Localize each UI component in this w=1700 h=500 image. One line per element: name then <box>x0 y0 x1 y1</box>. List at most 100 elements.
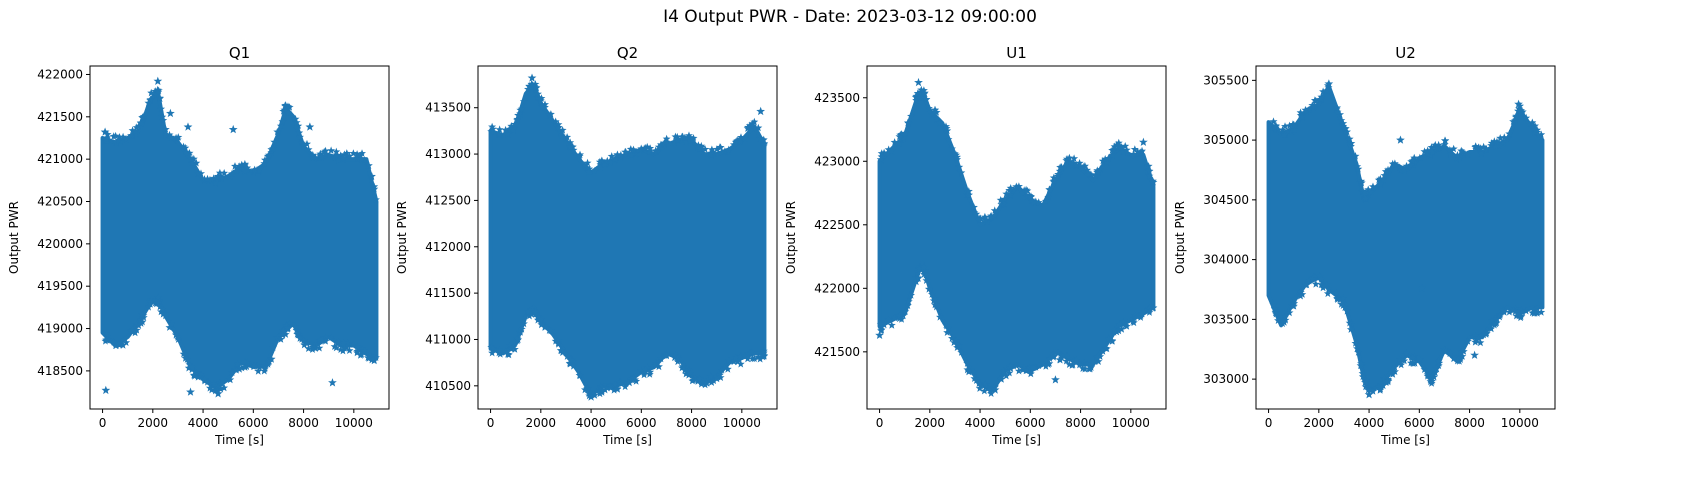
data-point <box>1441 136 1450 145</box>
data-point <box>1400 356 1409 365</box>
data-point <box>250 165 259 174</box>
data-point <box>360 156 369 164</box>
axes-frame <box>866 65 1167 410</box>
data-point <box>527 80 536 88</box>
data-point <box>137 319 145 327</box>
data-point <box>1491 142 1500 151</box>
data-point <box>1068 361 1076 369</box>
data-point <box>116 137 125 145</box>
subplot-title: Q2 <box>617 44 638 62</box>
data-point <box>986 386 995 394</box>
data-point <box>1358 372 1367 381</box>
data-point <box>156 94 164 102</box>
data-point <box>957 348 966 356</box>
data-point <box>1311 97 1320 105</box>
data-point <box>1009 186 1018 194</box>
data-point <box>631 149 640 158</box>
x-tick-label: 0 <box>1265 416 1273 430</box>
data-point <box>558 126 567 134</box>
data-point <box>509 343 518 351</box>
data-point <box>1490 315 1499 323</box>
data-point <box>1477 149 1486 157</box>
data-point <box>686 369 695 377</box>
data-point <box>267 355 276 363</box>
data-point <box>536 315 545 324</box>
data-point <box>240 363 249 371</box>
data-point <box>904 297 913 306</box>
data-point <box>953 343 962 351</box>
data-point <box>1449 354 1458 363</box>
data-point <box>345 346 354 354</box>
x-tick-label: 2000 <box>526 416 557 430</box>
data-point <box>953 340 961 348</box>
data-point <box>304 145 313 154</box>
data-point <box>740 351 749 360</box>
data-point <box>330 153 339 162</box>
data-point <box>1490 140 1499 148</box>
x-tick-label: 4000 <box>188 416 219 430</box>
data-point <box>1296 291 1305 300</box>
data-point <box>507 344 516 353</box>
data-point <box>501 347 510 356</box>
data-point <box>293 330 302 338</box>
data-point <box>1019 189 1027 197</box>
data-point <box>279 107 288 115</box>
data-point <box>213 389 223 398</box>
data-point <box>1397 360 1406 369</box>
data-point <box>980 212 989 221</box>
data-point <box>606 383 615 392</box>
data-point <box>990 211 999 219</box>
data-point <box>695 375 704 383</box>
data-point <box>1353 162 1362 170</box>
data-point <box>1509 306 1518 314</box>
data-point <box>685 366 693 374</box>
data-point <box>114 136 123 144</box>
data-point <box>278 331 287 339</box>
data-point <box>1537 308 1546 316</box>
data-point <box>1434 145 1443 153</box>
data-point <box>1533 304 1542 312</box>
data-point <box>884 145 893 154</box>
data-point <box>1351 339 1360 347</box>
data-point <box>964 367 973 376</box>
axes-frame <box>477 65 778 410</box>
x-tick-label: 10000 <box>335 416 373 430</box>
data-point <box>724 356 733 365</box>
data-point <box>1432 144 1441 152</box>
data-point <box>948 144 956 153</box>
data-point <box>724 145 733 154</box>
data-point <box>1117 325 1126 333</box>
data-point <box>153 76 163 85</box>
data-point <box>1324 79 1334 88</box>
data-point <box>747 121 756 130</box>
data-point <box>575 371 584 379</box>
data-point <box>1336 295 1344 304</box>
data-point <box>688 136 697 144</box>
data-point <box>924 285 933 293</box>
data-point <box>1463 337 1472 345</box>
data-point <box>1354 348 1363 356</box>
data-point <box>662 134 671 143</box>
data-point <box>279 326 288 334</box>
x-tick-label: 2000 <box>915 416 946 430</box>
y-tick-label: 411500 <box>425 286 471 300</box>
data-point <box>1129 150 1138 158</box>
data-point <box>203 378 212 386</box>
data-point <box>546 110 555 118</box>
data-point <box>963 365 972 374</box>
data-point <box>581 385 589 394</box>
data-point <box>707 378 716 386</box>
data-point <box>1518 107 1527 116</box>
data-point <box>990 206 999 214</box>
data-point <box>671 351 680 359</box>
x-tick-label: 4000 <box>576 416 607 430</box>
data-point <box>1053 172 1062 180</box>
data-point <box>914 77 923 87</box>
data-point <box>132 123 141 131</box>
data-point <box>1496 134 1505 142</box>
data-point <box>901 129 910 137</box>
data-point <box>736 137 745 146</box>
data-point <box>662 137 671 146</box>
data-point <box>327 333 336 342</box>
data-point <box>1065 153 1074 162</box>
